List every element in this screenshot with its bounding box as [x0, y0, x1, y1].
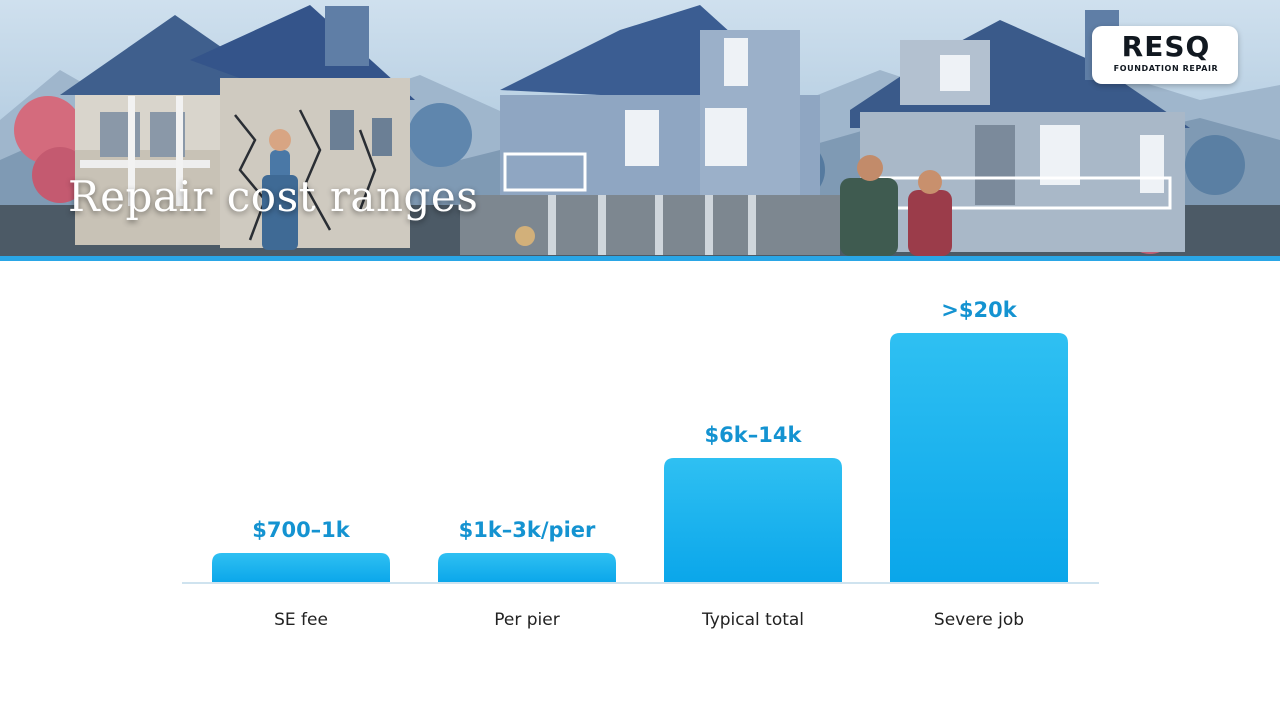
bar-value-label: $700–1k [252, 518, 351, 542]
logo-wordmark: RESQ [1121, 30, 1211, 63]
category-label: Severe job [934, 610, 1024, 630]
logo-tagline: FOUNDATION REPAIR [1113, 64, 1219, 73]
category-label: SE fee [274, 610, 328, 630]
bar-severe-job [890, 333, 1068, 583]
bar-typical-total [664, 458, 842, 583]
bar-labels: $700–1k SE fee $1k–3k/pier Per pier $6k–14k T… [252, 298, 1024, 630]
category-label: Per pier [494, 610, 559, 630]
header-accent-rule [0, 256, 1280, 261]
category-label: Typical total [701, 610, 804, 630]
bar-per-pier [438, 553, 616, 583]
hero-banner: Repair cost ranges RESQ FOUNDATION REPAI… [0, 0, 1280, 256]
resq-logo: RESQ FOUNDATION REPAIR [1092, 26, 1238, 84]
bar-value-label: $1k–3k/pier [459, 518, 596, 542]
bar-value-label: >$20k [941, 298, 1017, 322]
houses-illustration [0, 5, 1280, 256]
bar-series [212, 333, 1068, 583]
bar-value-label: $6k–14k [705, 423, 803, 447]
bar-se-fee [212, 553, 390, 583]
page-title: Repair cost ranges [68, 172, 479, 221]
